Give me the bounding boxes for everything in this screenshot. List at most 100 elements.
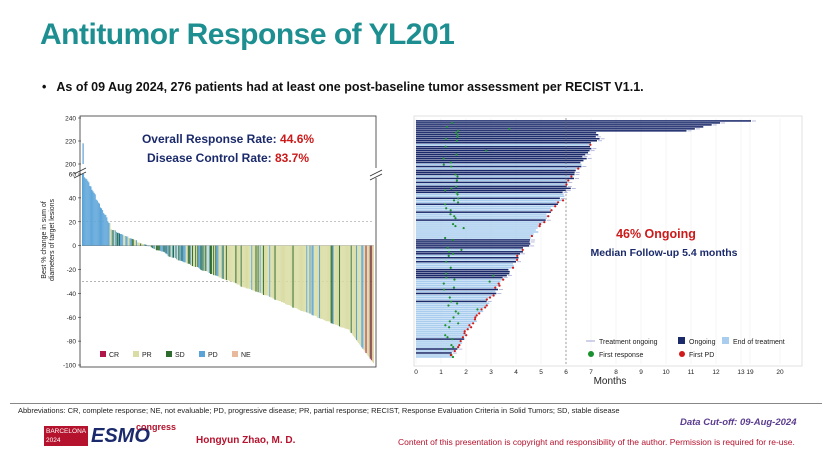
swimmer-bar — [416, 262, 513, 265]
waterfall-bar — [262, 245, 264, 295]
waterfall-bar — [186, 245, 188, 264]
waterfall-bar — [289, 245, 291, 306]
waterfall-bar — [117, 232, 119, 246]
swimmer-bar — [416, 124, 712, 126]
swimmer-bar — [416, 120, 751, 122]
ongoing-annotation: 46% Ongoing — [616, 227, 696, 241]
first-response-marker — [455, 191, 458, 194]
waterfall-bar — [180, 245, 182, 261]
data-cutoff: Data Cut-off: 09-Aug-2024 — [680, 417, 797, 428]
first-pd-marker — [470, 326, 473, 329]
waterfall-bar — [354, 245, 356, 339]
waterfall-bar — [235, 245, 237, 284]
waterfall-bar — [127, 236, 129, 246]
waterfall-bar — [217, 245, 219, 277]
waterfall-bar — [113, 230, 115, 246]
swimmer-bar — [416, 320, 477, 323]
presenter-name: Hongyun Zhao, M. D. — [196, 435, 296, 446]
swimmer-bar — [416, 304, 488, 307]
waterfall-bar — [343, 245, 345, 328]
waterfall-bar — [312, 245, 314, 316]
waterfall-bar — [257, 245, 259, 293]
waterfall-bar — [148, 245, 150, 247]
waterfall-bar — [371, 245, 373, 362]
first-response-marker — [456, 133, 459, 136]
waterfall-bar — [267, 245, 269, 296]
waterfall-bar — [101, 208, 103, 246]
swimmer-bar — [416, 128, 695, 130]
waterfall-bar — [261, 245, 263, 294]
waterfall-bar — [131, 238, 133, 246]
first-response-marker — [450, 187, 453, 190]
first-response-marker — [456, 135, 459, 138]
swimmer-bar — [416, 264, 514, 267]
axis-break-left — [73, 167, 87, 179]
first-response-marker — [450, 344, 453, 347]
swimmer-bar — [416, 260, 517, 263]
waterfall-bar — [249, 245, 251, 290]
waterfall-bar — [339, 245, 341, 327]
waterfall-bar — [248, 245, 250, 289]
waterfall-bar — [94, 194, 96, 246]
first-response-marker — [444, 145, 447, 148]
waterfall-bar — [193, 245, 195, 267]
waterfall-bar — [340, 245, 342, 328]
swimmer-legend: Treatment ongoing Ongoing End of treatment… — [586, 337, 785, 359]
waterfall-bar — [152, 245, 154, 249]
waterfall-bar — [147, 245, 149, 247]
swimmer-bar — [416, 136, 596, 138]
legend-label-first-pd: First PD — [689, 352, 714, 359]
waterfall-bar — [357, 245, 359, 342]
x-tick-label: 19 — [746, 369, 754, 376]
esmo-logo: BARCELONA 2024 ESMO congress — [44, 422, 176, 452]
y-tick-label: -100 — [63, 363, 76, 370]
waterfall-bar — [91, 189, 93, 246]
waterfall-bar — [344, 245, 346, 329]
swimmer-bar — [416, 132, 597, 134]
waterfall-bar — [145, 244, 147, 246]
waterfall-bar — [320, 245, 322, 319]
first-response-marker — [508, 127, 511, 131]
waterfall-bar — [274, 245, 276, 300]
first-pd-marker — [547, 215, 550, 218]
swimmer-bar — [416, 316, 477, 319]
waterfall-bar — [243, 245, 245, 288]
first-pd-marker — [550, 209, 553, 212]
waterfall-bar — [309, 245, 311, 314]
swimmer-bar — [416, 237, 531, 239]
waterfall-bar — [206, 245, 208, 272]
waterfall-bar — [272, 245, 274, 299]
waterfall-bar — [313, 245, 315, 316]
waterfall-bar — [362, 245, 364, 349]
waterfall-bar — [205, 245, 207, 272]
waterfall-bar — [229, 245, 231, 282]
first-response-marker — [456, 193, 459, 196]
waterfall-bar — [280, 245, 282, 303]
first-response-marker — [454, 225, 457, 228]
waterfall-y-label-line2: diameters of target lesions — [49, 198, 56, 281]
waterfall-bar — [293, 245, 295, 308]
waterfall-bar — [153, 245, 155, 249]
waterfall-bar — [111, 230, 113, 246]
waterfall-bar — [172, 245, 174, 258]
waterfall-bar — [277, 245, 279, 301]
first-pd-marker — [567, 179, 570, 182]
swimmer-bar — [416, 330, 466, 332]
swimmer-bar — [416, 157, 587, 160]
waterfall-bar — [109, 223, 111, 246]
first-pd-marker — [577, 167, 580, 170]
swimmer-bar — [416, 257, 519, 259]
legend-label-first-response: First response — [599, 352, 643, 359]
waterfall-bar — [283, 245, 285, 303]
x-tick-label: 7 — [589, 369, 593, 376]
swimmer-bar — [416, 134, 599, 136]
waterfall-bar — [182, 245, 184, 262]
first-pd-marker — [511, 266, 515, 269]
first-response-marker — [449, 213, 452, 216]
waterfall-bar — [294, 245, 296, 309]
first-response-marker — [444, 203, 447, 206]
waterfall-bar — [208, 245, 210, 274]
waterfall-bar — [240, 245, 242, 287]
waterfall-bar — [89, 185, 91, 246]
waterfall-bar — [163, 245, 165, 252]
